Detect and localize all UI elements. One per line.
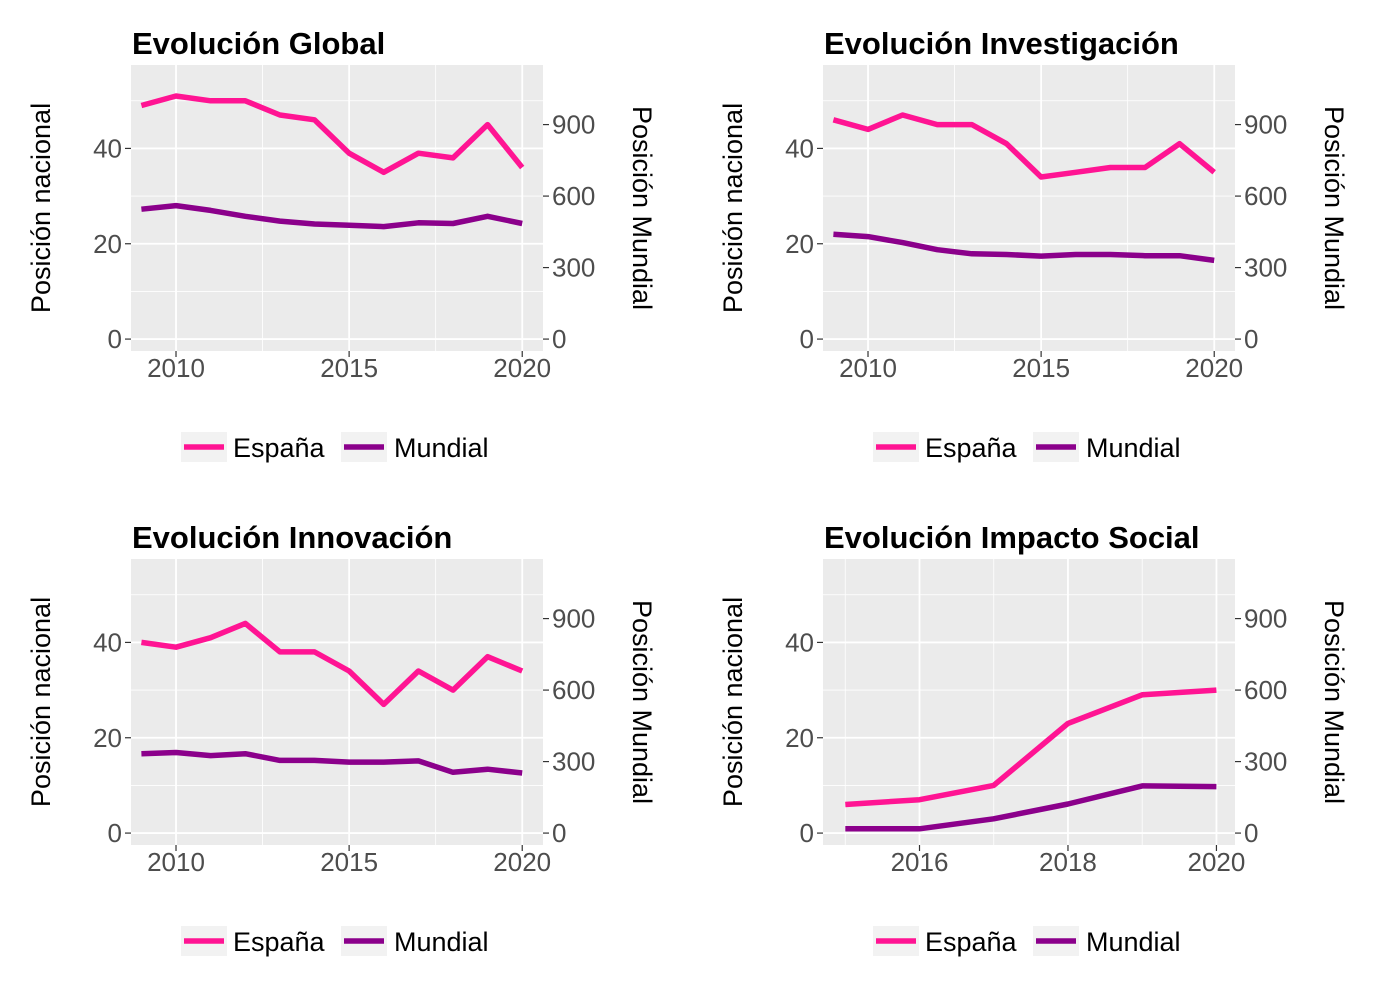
y-tick-label: 40 [93, 133, 122, 163]
x-tick-label: 2015 [320, 353, 378, 383]
y2-tick-label: 0 [552, 324, 566, 354]
legend-label-espana: España [925, 433, 1018, 463]
y-tick-label: 20 [93, 723, 122, 753]
series-line-espana [141, 620, 524, 708]
legend-label-espana: España [925, 927, 1018, 957]
y2-axis-title: Posición Mundial [1319, 600, 1349, 804]
x-tick-label: 2016 [891, 847, 949, 877]
series-line-mundial [141, 202, 523, 230]
series-line-espana [140, 93, 525, 176]
chart-svg: 0 20 40 0 300 600 900 2010 2015 2020 Evolución Inv… [718, 26, 1349, 463]
chart-panel-global: 0 20 40 0 300 600 900 2010 2015 2020 Evolución Glo… [0, 0, 692, 494]
chart-svg: 0 20 40 0 300 600 900 2010 2015 2020 Evolución Glo… [26, 26, 657, 463]
plot-background [823, 559, 1235, 845]
x-tick-label: 2015 [1012, 353, 1070, 383]
series-line-mundial [141, 749, 523, 776]
y2-tick-label: 300 [1244, 253, 1287, 283]
y-tick-label: 0 [800, 818, 814, 848]
y2-tick-label: 300 [552, 253, 595, 283]
y2-tick-label: 600 [552, 181, 595, 211]
chart-panel-impacto-social: 0 20 40 0 300 600 900 2016 2018 2020 Evolución Imp… [692, 494, 1384, 988]
chart-panel-innovacion: 0 20 40 0 300 600 900 2010 2015 2020 Evolución Inn… [0, 494, 692, 988]
y2-tick-label: 300 [552, 747, 595, 777]
y-tick-label: 20 [785, 229, 814, 259]
chart-svg: 0 20 40 0 300 600 900 2010 2015 2020 Evolución Inn… [26, 520, 657, 957]
series-line-mundial [833, 231, 1215, 264]
legend-label-espana: España [233, 433, 326, 463]
series-line-espana [832, 112, 1216, 180]
y2-tick-label: 600 [1244, 675, 1287, 705]
legend-label-mundial: Mundial [1086, 433, 1181, 463]
chart-title: Evolución Impacto Social [824, 520, 1200, 555]
chart-panel-investigacion: 0 20 40 0 300 600 900 2010 2015 2020 Evolución Inv… [692, 0, 1384, 494]
y2-tick-label: 0 [1244, 324, 1258, 354]
series-line-espana [845, 687, 1217, 808]
x-tick-label: 2020 [1188, 847, 1246, 877]
y-axis-title: Posición nacional [718, 103, 748, 313]
y-tick-label: 40 [785, 627, 814, 657]
y-tick-label: 40 [785, 133, 814, 163]
y2-tick-label: 900 [1244, 604, 1287, 634]
chart-title: Evolución Investigación [824, 26, 1179, 61]
y2-tick-label: 600 [1244, 181, 1287, 211]
y2-axis-title: Posición Mundial [627, 106, 657, 310]
y2-axis-title: Posición Mundial [1319, 106, 1349, 310]
plot-background [131, 559, 543, 845]
y2-tick-label: 0 [552, 818, 566, 848]
legend-label-espana: España [233, 927, 326, 957]
y2-axis-title: Posición Mundial [627, 600, 657, 804]
y-axis-title: Posición nacional [26, 597, 56, 807]
chart-title: Evolución Global [132, 26, 385, 61]
x-tick-label: 2010 [839, 353, 897, 383]
x-tick-label: 2020 [493, 847, 551, 877]
y-axis-title: Posición nacional [26, 103, 56, 313]
y2-tick-label: 0 [1244, 818, 1258, 848]
y-tick-label: 20 [785, 723, 814, 753]
x-tick-label: 2020 [1185, 353, 1243, 383]
y-tick-label: 20 [93, 229, 122, 259]
x-tick-label: 2018 [1039, 847, 1097, 877]
y2-tick-label: 900 [552, 604, 595, 634]
y2-tick-label: 300 [1244, 747, 1287, 777]
series-line-mundial [845, 783, 1217, 832]
chart-svg: 0 20 40 0 300 600 900 2016 2018 2020 Evolución Imp… [718, 520, 1349, 957]
y-tick-label: 0 [800, 324, 814, 354]
y2-tick-label: 600 [552, 675, 595, 705]
chart-title: Evolución Innovación [132, 520, 452, 555]
y2-tick-label: 900 [1244, 110, 1287, 140]
x-tick-label: 2010 [147, 847, 205, 877]
legend-label-mundial: Mundial [394, 927, 489, 957]
y-tick-label: 0 [108, 818, 122, 848]
y-tick-label: 40 [93, 627, 122, 657]
x-tick-label: 2015 [320, 847, 378, 877]
y-axis-title: Posición nacional [718, 597, 748, 807]
legend-label-mundial: Mundial [1086, 927, 1181, 957]
legend-label-mundial: Mundial [394, 433, 489, 463]
y2-tick-label: 900 [552, 110, 595, 140]
x-tick-label: 2020 [493, 353, 551, 383]
plot-background [823, 65, 1235, 351]
y-tick-label: 0 [108, 324, 122, 354]
x-tick-label: 2010 [147, 353, 205, 383]
